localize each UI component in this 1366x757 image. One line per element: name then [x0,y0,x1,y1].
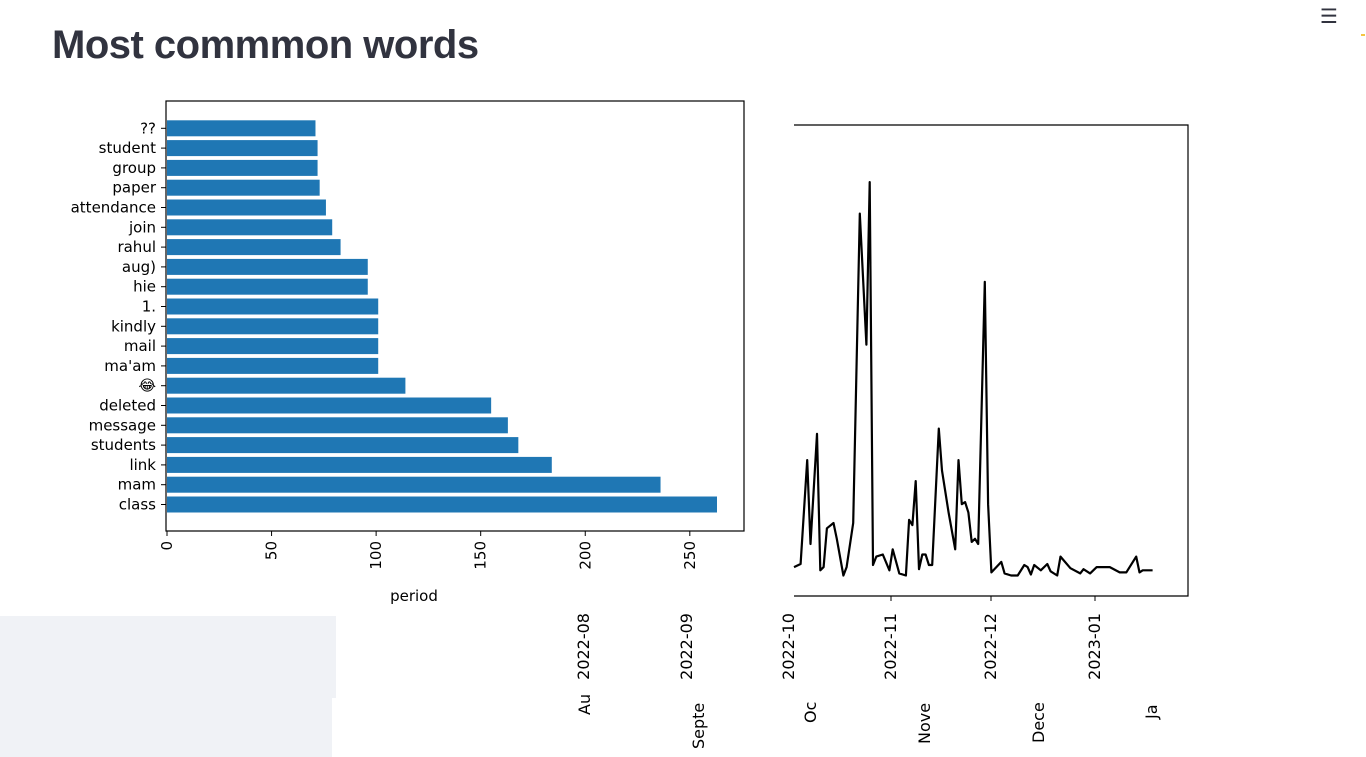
bar [167,120,316,137]
bar [167,239,341,256]
y-tick-label: class [119,496,156,514]
status-indicator [1361,34,1365,36]
month-label: Septe [689,703,708,749]
x-tick-label: 250 [681,541,699,570]
y-tick-label: mam [118,476,156,494]
x-tick-label: 100 [367,541,385,570]
month-label: Au [575,694,594,715]
y-tick-label: paper [112,179,156,197]
x-tick-label: 2022-10 [779,613,798,680]
bar [167,357,379,374]
x-tick-label: 2022-11 [881,613,900,680]
y-tick-label: aug) [122,258,156,276]
x-tick-label: 2022-12 [981,613,1000,680]
x-tick-label: 2023-01 [1085,613,1104,680]
y-tick-label: 1. [142,298,156,316]
bar [167,456,552,473]
page-title: Most commmon words [52,23,479,67]
y-tick-label: 😂 [138,377,156,395]
bar [167,278,368,295]
grey-placeholder-block [0,616,336,698]
bar [167,140,318,157]
bar [167,496,717,513]
x-tick-label: 2022-08 [574,613,593,680]
y-tick-label: kindly [111,317,156,335]
y-tick-label: ?? [140,119,156,137]
y-tick-label: message [89,416,156,434]
y-tick-label: hie [133,278,156,296]
bar [167,219,333,236]
x-tick-label: 150 [472,541,490,570]
y-tick-label: attendance [71,199,156,217]
bar [167,338,379,355]
series-line [793,181,1153,577]
bar [167,377,406,394]
y-tick-label: students [91,436,156,454]
y-tick-label: link [129,456,156,474]
y-tick-label: deleted [99,397,156,415]
bar [167,258,368,275]
bar [167,476,661,493]
y-tick-label: rahul [117,238,156,256]
grey-placeholder-block [0,698,332,757]
x-tick-label: 2022-09 [677,613,696,680]
month-label: Oc [801,702,820,723]
bar [167,437,519,454]
line-chart: 2022-08 2022-09 2022-10 2022-11 2022-12 2023-… [574,124,1189,749]
month-label: Nove [915,703,934,744]
bar [167,199,326,216]
x-tick-label: 200 [576,541,594,570]
y-tick-label: join [128,218,156,236]
bar [167,179,320,196]
bar [167,397,492,414]
x-tick-label: 0 [158,541,176,551]
bar [167,318,379,335]
y-tick-label: ma'am [104,357,156,375]
bar [167,159,318,176]
y-tick-label: mail [124,337,156,355]
hamburger-menu-icon[interactable]: ☰ [1320,4,1338,28]
month-label: Dece [1029,702,1048,743]
y-tick-label: group [112,159,156,177]
y-tick-label: student [99,139,156,157]
plot-frame [165,100,745,532]
x-tick-label: 50 [263,541,281,560]
bar [167,298,379,315]
month-label: Ja [1142,704,1161,720]
x-axis-label: period [390,587,438,605]
bar [167,417,508,434]
